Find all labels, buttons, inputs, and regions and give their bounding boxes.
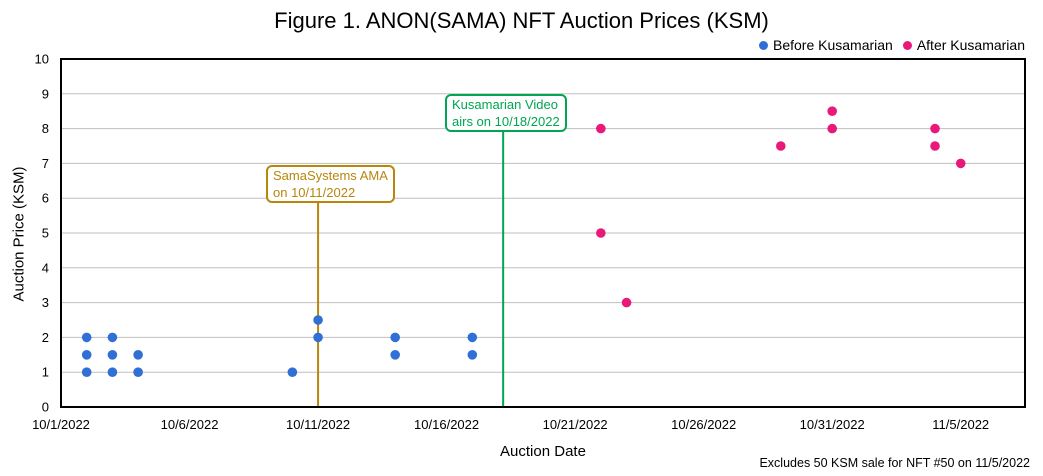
legend-item-after: After Kusamarian: [902, 37, 1025, 53]
after-point-6: [930, 123, 940, 134]
plot-frame: [60, 58, 1026, 408]
before-point-5: [107, 367, 118, 378]
y-tick-label-2: 2: [42, 330, 49, 345]
x-axis-title: Auction Date: [500, 443, 586, 460]
y-axis-ticks: 0 1 2 3 4 5 6 7 8 9 10: [35, 52, 49, 415]
ama-callout: SamaSystems AMA on 10/11/2022: [266, 165, 395, 203]
before-point-4: [107, 350, 118, 360]
before-point-14: [467, 350, 478, 360]
chart-title: Figure 1. ANON(SAMA) NFT Auction Prices …: [274, 8, 769, 33]
footnote: Excludes 50 KSM sale for NFT #50 on 11/5…: [759, 456, 1030, 470]
x-tick-label-5: 10/26/2022: [671, 417, 736, 432]
before-point-6: [133, 350, 143, 360]
x-tick-label-6: 10/31/2022: [800, 417, 865, 432]
after-point-7: [930, 141, 940, 151]
x-tick-label-0: 10/1/2022: [32, 417, 90, 432]
after-point-3: [775, 141, 786, 151]
before-point-10: [313, 332, 323, 343]
x-tick-label-4: 10/21/2022: [543, 417, 608, 432]
x-tick-label-1: 10/6/2022: [161, 417, 219, 432]
y-tick-label-8: 8: [42, 121, 49, 136]
y-tick-label-7: 7: [42, 156, 49, 171]
y-tick-label-1: 1: [42, 365, 49, 380]
before-point-7: [133, 367, 143, 378]
after-point-0: [596, 123, 606, 134]
data-points: [81, 106, 966, 378]
legend-marker-after: [902, 40, 912, 50]
event-lines: [317, 118, 505, 407]
x-axis-ticks: 10/1/2022 10/6/2022 10/11/2022 10/16/2022 10…: [32, 417, 989, 432]
before-point-13: [467, 332, 478, 343]
x-tick-label-2: 10/11/2022: [286, 417, 350, 432]
after-point-1: [596, 228, 606, 238]
kusamarian-callout: Kusamarian Video airs on 10/18/2022: [445, 94, 567, 132]
before-point-1: [81, 350, 92, 360]
before-point-11: [390, 332, 400, 343]
before-point-0: [81, 332, 92, 343]
before-point-2: [81, 367, 92, 378]
y-tick-label-4: 4: [42, 260, 49, 275]
legend-label-before: Before Kusamarian: [772, 37, 893, 53]
y-axis-title: Auction Price (KSM): [10, 166, 28, 302]
legend-label-after: After Kusamarian: [916, 37, 1025, 53]
legend-marker-before: [758, 40, 768, 50]
y-tick-label-10: 10: [35, 52, 49, 67]
after-point-4: [827, 106, 837, 116]
before-point-9: [313, 315, 323, 325]
y-tick-label-0: 0: [42, 400, 49, 415]
before-point-12: [390, 350, 400, 360]
before-point-3: [107, 332, 118, 343]
x-tick-label-7: 11/5/2022: [932, 417, 989, 432]
after-point-2: [621, 297, 632, 308]
legend: Before Kusamarian After Kusamarian: [758, 37, 1025, 53]
before-point-8: [287, 367, 298, 378]
y-tick-label-5: 5: [42, 226, 49, 241]
legend-item-before: Before Kusamarian: [758, 37, 893, 53]
y-tick-label-3: 3: [42, 295, 49, 310]
x-tick-label-3: 10/16/2022: [414, 417, 479, 432]
after-point-8: [955, 158, 966, 169]
y-tick-label-9: 9: [42, 86, 49, 101]
after-point-5: [827, 123, 837, 134]
y-tick-label-6: 6: [42, 191, 49, 206]
